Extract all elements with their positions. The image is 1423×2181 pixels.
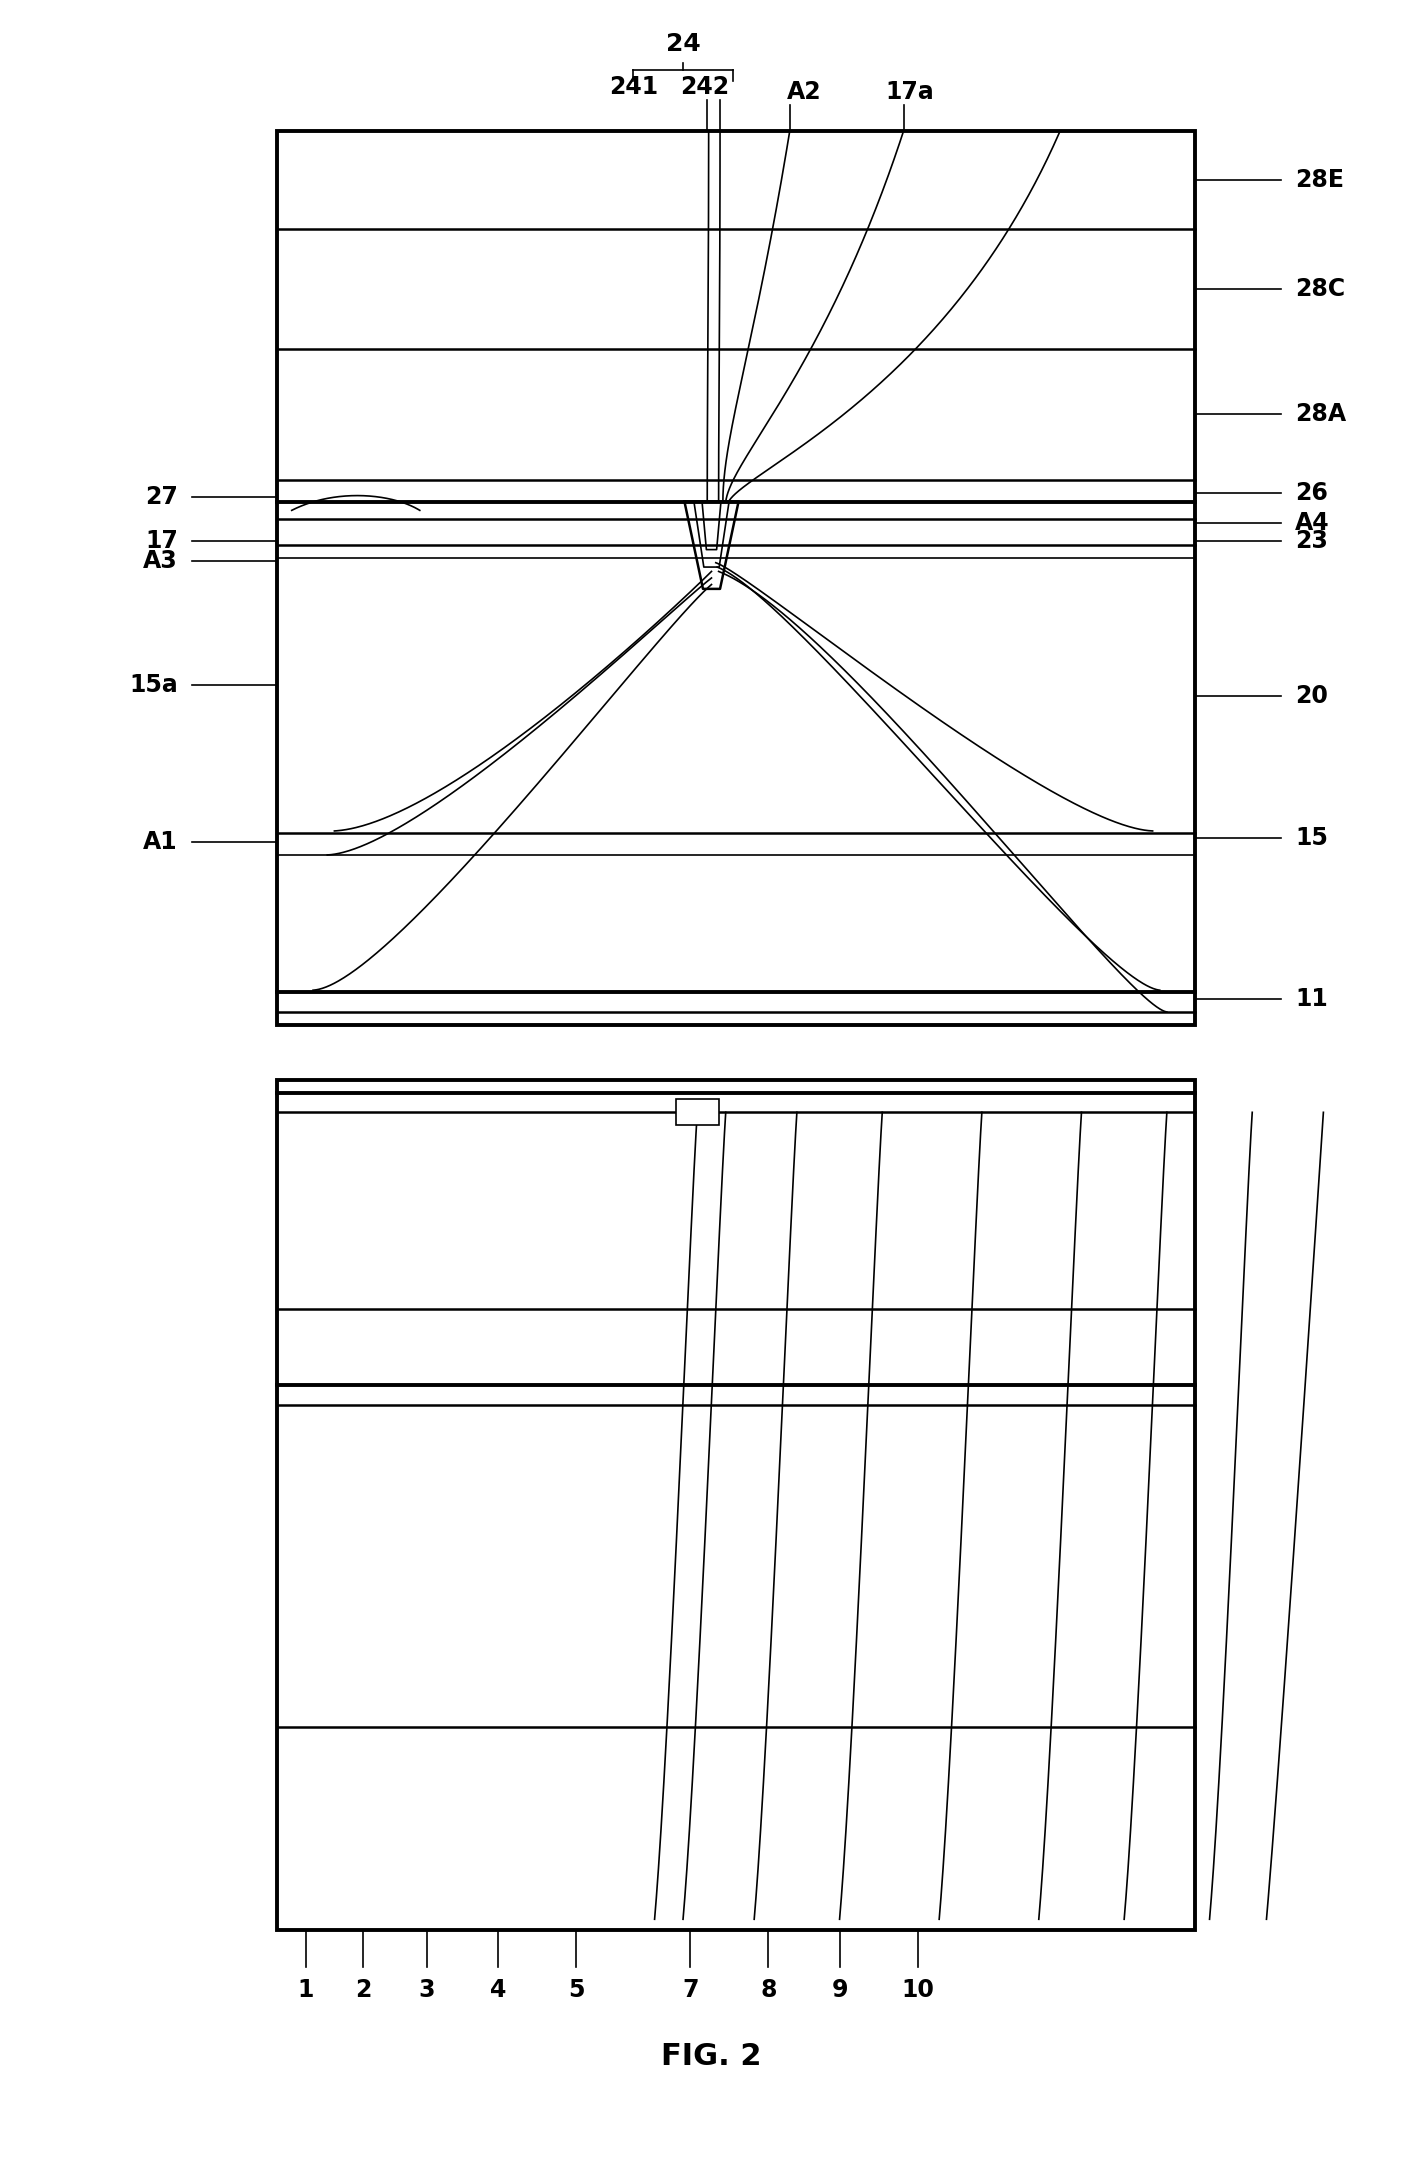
Text: 4: 4: [490, 1978, 507, 2002]
Text: 15a: 15a: [129, 672, 178, 698]
Text: 28C: 28C: [1295, 277, 1345, 301]
Text: A1: A1: [144, 829, 178, 855]
Text: 5: 5: [568, 1978, 585, 2002]
Text: 242: 242: [680, 74, 729, 100]
Bar: [277, 131, 1195, 1025]
Text: A3: A3: [144, 547, 178, 574]
Text: 23: 23: [1295, 528, 1328, 554]
Text: 2: 2: [354, 1978, 371, 2002]
Text: 8: 8: [760, 1978, 777, 2002]
Text: 15: 15: [1295, 824, 1328, 851]
Text: 17a: 17a: [885, 79, 933, 105]
Text: 241: 241: [609, 74, 657, 100]
Text: A4: A4: [1295, 510, 1329, 537]
Text: 7: 7: [682, 1978, 699, 2002]
Text: 10: 10: [901, 1978, 935, 2002]
Text: A2: A2: [787, 79, 821, 105]
Bar: [277, 1080, 1195, 1930]
Text: 26: 26: [1295, 480, 1328, 506]
Text: 17: 17: [145, 528, 178, 554]
Text: 1: 1: [297, 1978, 314, 2002]
Text: 28E: 28E: [1295, 168, 1343, 192]
Bar: [676, 1099, 719, 1125]
Text: 28A: 28A: [1295, 401, 1346, 427]
Text: 20: 20: [1295, 683, 1328, 709]
Text: 11: 11: [1295, 986, 1328, 1012]
Text: 27: 27: [145, 484, 178, 510]
Text: 3: 3: [418, 1978, 435, 2002]
Text: 24: 24: [666, 31, 700, 57]
Text: 9: 9: [831, 1978, 848, 2002]
Text: FIG. 2: FIG. 2: [662, 2041, 761, 2072]
